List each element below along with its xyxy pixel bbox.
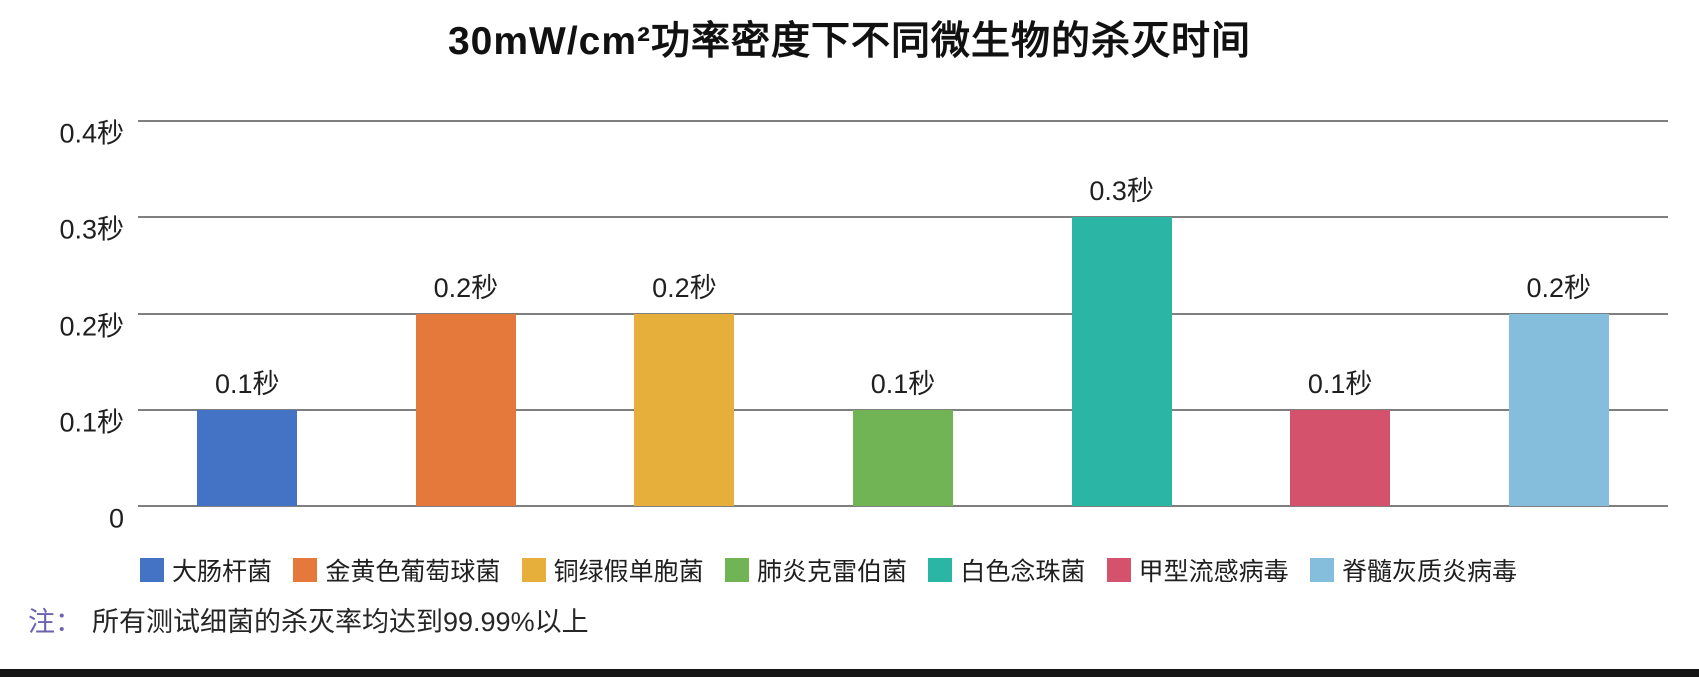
legend-item: 肺炎克雷伯菌: [724, 552, 907, 588]
bar-value-label: 0.3秒: [1089, 176, 1154, 207]
bar-value-label: 0.1秒: [215, 368, 280, 399]
bar-value-label: 0.1秒: [1307, 368, 1373, 399]
bar-value-label: 0.2秒: [433, 272, 499, 303]
legend-item: 铜绿假单胞菌: [521, 552, 704, 588]
legend-swatch-icon: [724, 558, 749, 582]
chart-legend: 大肠杆菌 金黄色葡萄球菌 铜绿假单胞菌 肺炎克雷伯菌 白色念珠菌 甲型流感病毒 脊髓灰质炎病…: [140, 552, 1517, 588]
bar-value-label: 0.2秒: [652, 272, 717, 303]
legend-label: 脊髓灰质炎病毒: [1341, 558, 1517, 586]
legend-label: 甲型流感病毒: [1138, 558, 1289, 586]
legend-label: 肺炎克雷伯菌: [756, 558, 907, 586]
gridline: [138, 120, 1668, 122]
bar: [197, 409, 298, 506]
bar-slot: 0.2秒: [357, 121, 576, 506]
bar-slot: 0.2秒: [1449, 121, 1668, 506]
y-tick-label: 0.3秒: [59, 214, 124, 245]
y-tick-label: 0: [108, 503, 124, 534]
gridline: [138, 312, 1668, 315]
legend-item: 脊髓灰质炎病毒: [1309, 552, 1517, 588]
bar-value-label: 0.2秒: [1526, 272, 1592, 303]
bottom-divider: [0, 669, 1699, 677]
note-prefix: 注：: [28, 607, 82, 637]
legend-swatch-icon: [521, 558, 546, 582]
chart-note: 注： 所有测试细菌的杀灭率均达到99.99%以上: [28, 600, 589, 639]
y-tick-label: 0.4秒: [59, 118, 124, 149]
bar-slot: 0.3秒: [1012, 121, 1231, 506]
bar: [1071, 217, 1172, 506]
legend-label: 白色念珠菌: [960, 558, 1086, 586]
bar-slot: 0.1秒: [794, 121, 1013, 506]
legend-swatch-icon: [1106, 558, 1131, 582]
legend-item: 金黄色葡萄球菌: [293, 552, 500, 588]
y-tick-label: 0.1秒: [59, 407, 124, 438]
legend-item: 白色念珠菌: [928, 552, 1085, 588]
legend-label: 铜绿假单胞菌: [553, 558, 704, 586]
note-text: 所有测试细菌的杀灭率均达到99.99%以上: [92, 607, 589, 637]
legend-swatch-icon: [140, 558, 164, 582]
bar: [415, 313, 516, 506]
bars-layer: 0.1秒 0.2秒 0.2秒 0.1秒 0.3秒 0.1秒 0.2秒: [138, 121, 1668, 506]
legend-swatch-icon: [1309, 558, 1334, 582]
legend-label: 金黄色葡萄球菌: [325, 558, 501, 586]
bar-slot: 0.1秒: [1231, 121, 1450, 506]
bar-slot: 0.2秒: [575, 121, 794, 506]
legend-swatch-icon: [928, 558, 953, 582]
bar: [853, 409, 954, 506]
bar: [1508, 313, 1609, 506]
bar: [634, 313, 735, 506]
legend-label: 大肠杆菌: [172, 558, 273, 586]
y-tick-label: 0.2秒: [59, 311, 124, 341]
bar-slot: 0.1秒: [138, 121, 357, 506]
gridline: [138, 505, 1668, 507]
gridline: [138, 216, 1668, 219]
legend-swatch-icon: [293, 558, 318, 582]
legend-item: 甲型流感病毒: [1106, 552, 1289, 588]
bar: [1290, 409, 1391, 506]
chart-title: 30mW/cm²功率密度下不同微生物的杀灭时间: [447, 20, 1252, 63]
plot-area: 0.4秒 0.3秒 0.2秒 0.1秒 0 0.1秒 0.2秒 0.2秒 0.1秒 0.3秒 0.…: [59, 120, 1668, 532]
bar-value-label: 0.1秒: [870, 368, 936, 399]
legend-item: 大肠杆菌: [140, 552, 272, 588]
